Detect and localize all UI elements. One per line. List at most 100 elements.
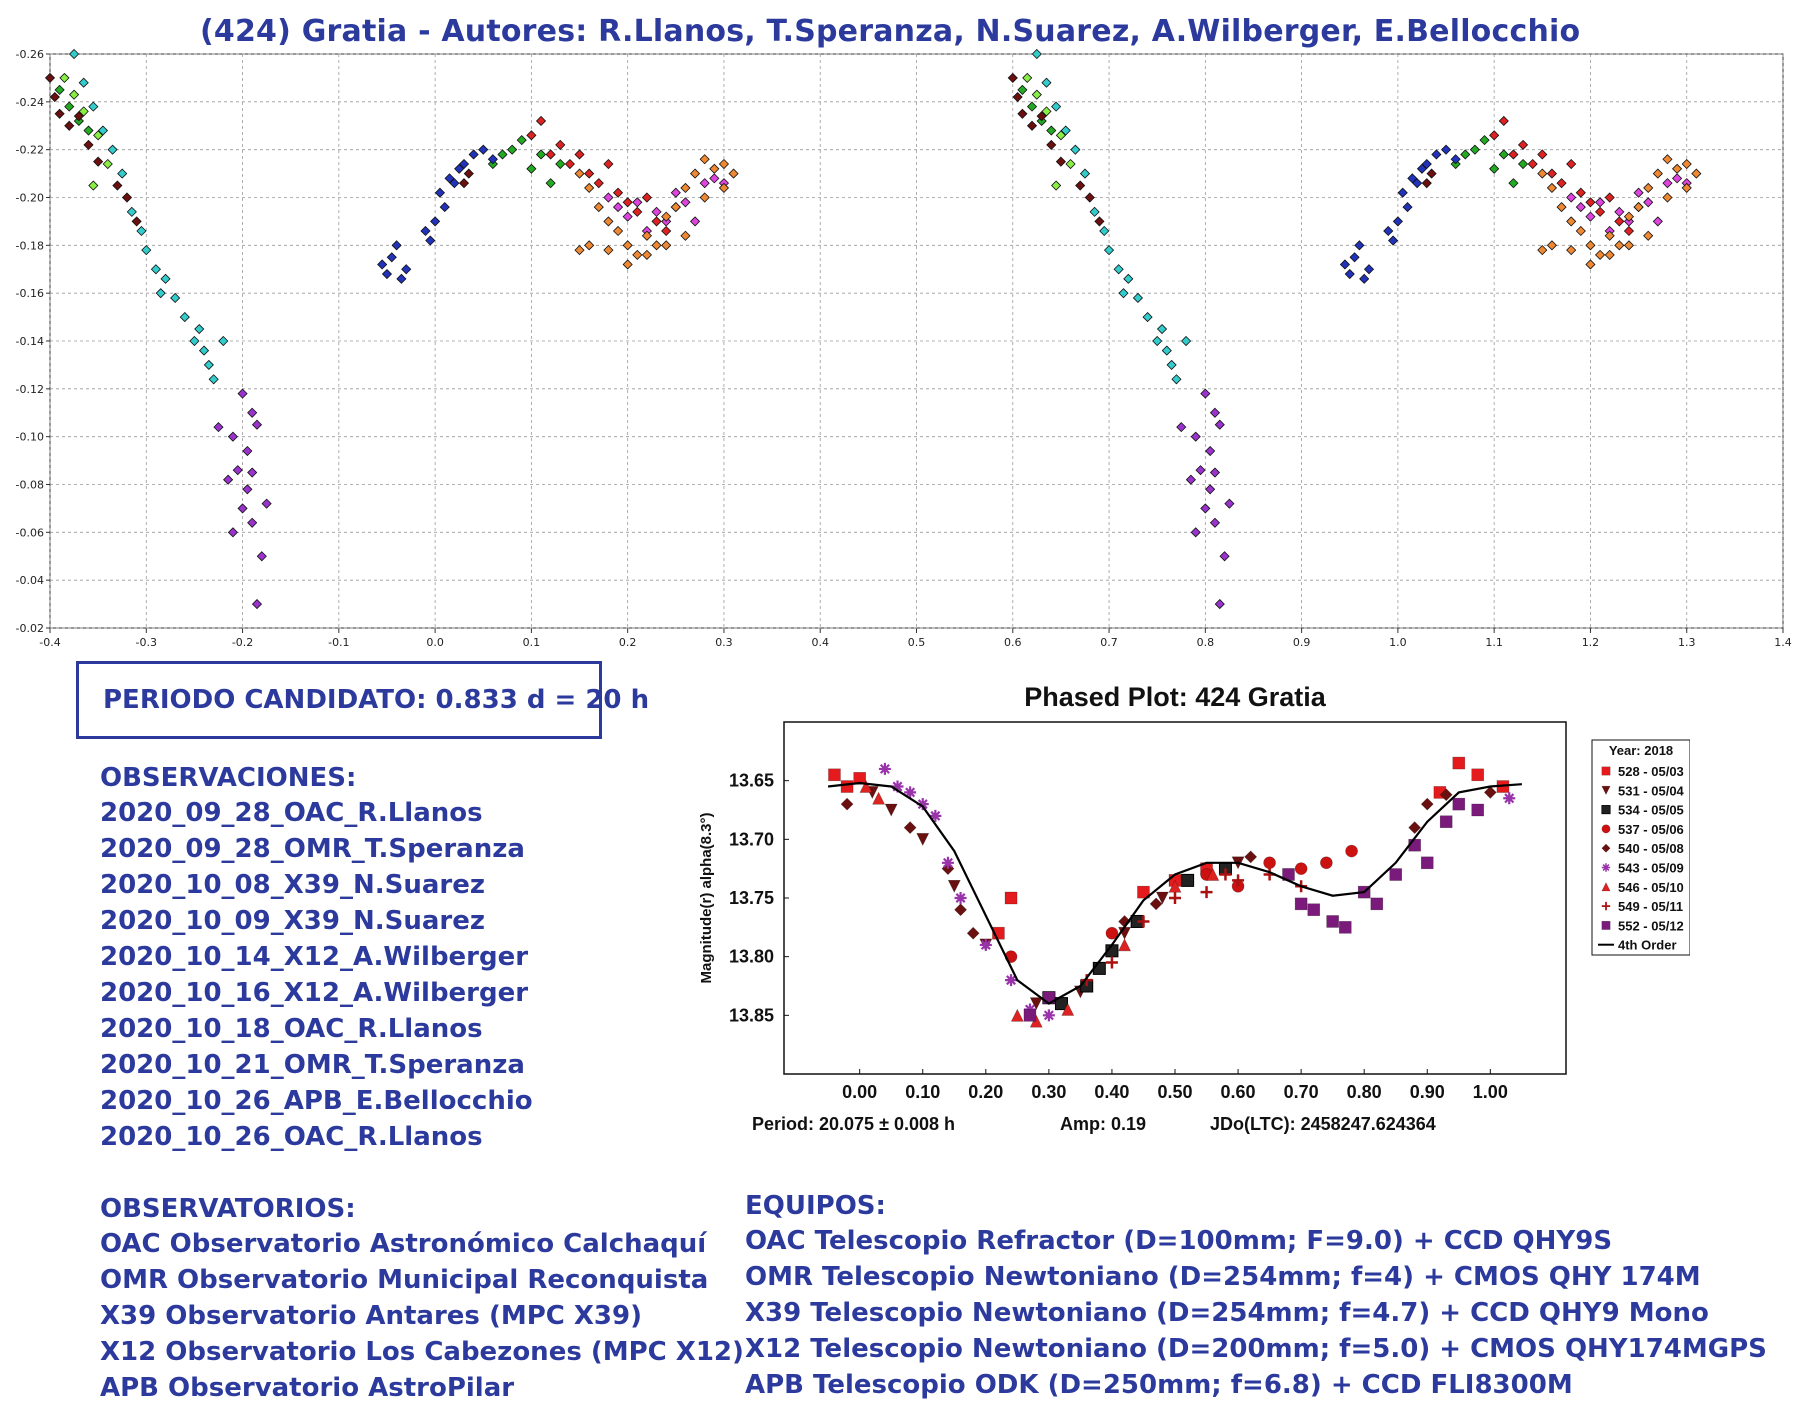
data-point-orange (699, 192, 710, 203)
data-point-orange (1672, 163, 1683, 174)
data-point (859, 779, 873, 793)
data-point-magenta (1585, 211, 1596, 222)
data-point-violet (1214, 599, 1225, 610)
data-point-blue (1359, 273, 1370, 284)
data-point (1200, 886, 1213, 899)
data-point-green (1489, 163, 1500, 174)
data-point (1137, 915, 1150, 928)
data-point (1294, 862, 1308, 875)
data-point-red (612, 187, 624, 198)
data-point-blue (468, 149, 479, 160)
data-point-orange (1623, 211, 1635, 222)
phased-plot-title: Phased Plot: 424 Gratia (1024, 682, 1327, 712)
data-point-cyan (69, 48, 80, 60)
y-tick-label: 13.65 (729, 771, 774, 791)
data-point (1029, 997, 1043, 1011)
data-point-blue (396, 273, 407, 284)
list-item: APB Telescopio ODK (D=250mm; f=6.8) + CC… (745, 1370, 1573, 1400)
data-point-cyan (1132, 292, 1144, 304)
data-point-red (1623, 225, 1635, 237)
list-item: X12 Telescopio Newtoniano (D=200mm; f=5.… (745, 1334, 1767, 1364)
data-point (1181, 873, 1195, 887)
footer-period: Period: 20.075 ± 0.008 h (752, 1114, 955, 1134)
data-point-orange (622, 240, 633, 251)
data-point (947, 879, 961, 893)
data-point-violet (1190, 431, 1201, 442)
data-point-violet (251, 599, 263, 610)
x-tick-label: 0.10 (905, 1082, 940, 1102)
data-point-green (1026, 101, 1038, 112)
data-point-green (83, 125, 94, 136)
list-item: 2020_10_09_X39_N.Suarez (100, 906, 485, 936)
data-point-red (1537, 149, 1548, 160)
data-point-blue (1412, 178, 1423, 189)
data-point-blue (1402, 202, 1413, 213)
equipment-heading: EQUIPOS: (745, 1191, 886, 1221)
y-tick-label: -0.20 (16, 192, 44, 205)
data-point-orange (622, 259, 633, 270)
data-point-blue (1344, 268, 1355, 280)
legend-marker (1601, 785, 1611, 795)
data-point (1345, 844, 1358, 858)
data-point-magenta (1566, 192, 1577, 203)
x-tick-label: 0.6 (1004, 636, 1022, 649)
data-point-orange (1662, 192, 1673, 203)
y-tick-label: -0.12 (16, 383, 44, 396)
data-point (1244, 850, 1258, 864)
data-point (1010, 1008, 1024, 1022)
legend-label: 552 - 05/12 (1618, 918, 1684, 933)
data-point-green (1046, 125, 1057, 136)
list-item: 2020_10_26_OAC_R.Llanos (100, 1122, 483, 1152)
period-candidate-text: PERIODO CANDIDATO: 0.833 d = 20 h (103, 685, 650, 715)
data-point-violet (247, 407, 258, 418)
data-point-orange (641, 249, 652, 260)
footer-jdo: JDo(LTC): 2458247.624364 (1210, 1114, 1436, 1134)
data-point-darkred (1036, 111, 1047, 122)
data-point-violet (1219, 551, 1230, 562)
data-point-blue (401, 264, 412, 275)
list-item: 2020_10_16_X12_A.Wilberger (100, 978, 529, 1008)
data-point-orange (689, 168, 701, 179)
data-point-violet (251, 419, 263, 430)
data-point-orange (728, 168, 739, 179)
data-point-darkred (1046, 139, 1057, 150)
data-point-magenta (709, 173, 720, 184)
data-point-cyan (1142, 312, 1153, 323)
data-point (1105, 956, 1118, 969)
x-tick-label: 0.1 (523, 636, 541, 649)
data-point (840, 797, 854, 811)
y-axis-label: Magnitude(r) alpha(8.3°) (698, 812, 715, 983)
data-point-blue (1397, 187, 1408, 198)
equipment-list: OAC Telescopio Refractor (D=100mm; F=9.0… (745, 1223, 1767, 1403)
data-point-violet (227, 431, 238, 442)
data-point-magenta (1672, 173, 1683, 184)
data-point-magenta (1614, 206, 1625, 217)
list-item: 2020_10_21_OMR_T.Speranza (100, 1050, 525, 1080)
data-point-blue (1450, 154, 1461, 165)
data-point (1118, 938, 1132, 952)
data-point-magenta (1662, 178, 1673, 189)
x-tick-label: 1.0 (1389, 636, 1407, 649)
legend-marker (1601, 824, 1611, 834)
data-point-darkred (73, 111, 84, 122)
data-point-green (555, 158, 566, 170)
legend-marker (1601, 843, 1611, 853)
y-tick-label: -0.14 (16, 335, 44, 348)
data-point-cyan (1171, 374, 1182, 385)
y-tick-label: 13.85 (729, 1005, 774, 1025)
data-point-blue (430, 216, 441, 227)
data-point-cyan (1152, 335, 1163, 347)
legend-marker (1601, 901, 1611, 911)
data-point-orange (603, 245, 614, 256)
data-point-red (1517, 139, 1529, 150)
data-point-orange (1595, 249, 1606, 260)
data-point-darkred (1426, 168, 1437, 179)
data-point-orange (1537, 168, 1548, 179)
data-point (979, 938, 992, 951)
data-point (1471, 803, 1485, 817)
legend-label: 528 - 05/03 (1618, 764, 1684, 779)
data-point-cyan (97, 125, 109, 136)
y-tick-label: -0.18 (16, 239, 44, 252)
data-point-orange (1633, 202, 1644, 213)
data-point-red (593, 178, 604, 189)
